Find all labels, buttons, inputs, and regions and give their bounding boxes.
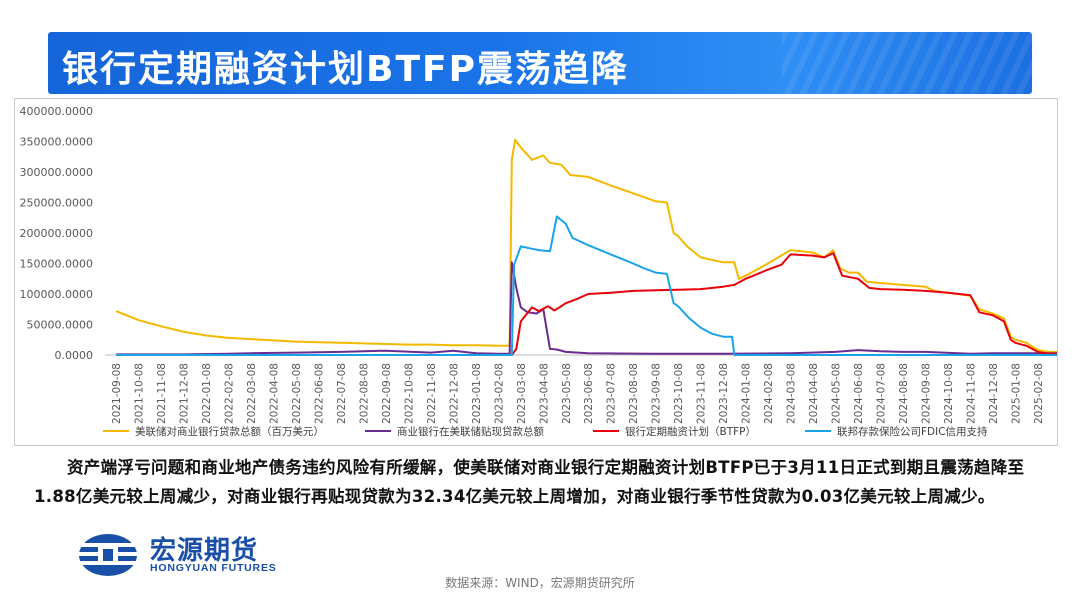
- x-tick-label: 2023-07-08: [606, 363, 618, 424]
- y-tick-label: 150000.0000: [20, 258, 93, 271]
- x-tick-label: 2021-09-08: [111, 363, 123, 424]
- x-tick-label: 2024-09-08: [920, 363, 932, 424]
- x-tick-label: 2023-05-08: [561, 363, 573, 424]
- x-tick-label: 2024-06-08: [853, 363, 865, 424]
- y-tick-label: 250000.0000: [20, 197, 93, 210]
- x-tick-label: 2023-09-08: [651, 363, 663, 424]
- x-tick-label: 2025-02-08: [1033, 363, 1045, 424]
- x-tick-label: 2022-07-08: [336, 363, 348, 424]
- y-tick-label: 100000.0000: [20, 288, 93, 301]
- y-tick-label: 0.0000: [55, 349, 94, 362]
- page-title: 银行定期融资计划BTFP震荡趋降: [62, 49, 629, 90]
- x-tick-label: 2023-01-08: [471, 363, 483, 424]
- x-tick-label: 2023-02-08: [493, 363, 505, 424]
- summary-paragraph: 资产端浮亏问题和商业地产债务违约风险有所缓解，使美联储对商业银行定期融资计划BT…: [34, 458, 1025, 506]
- x-tick-label: 2021-11-08: [156, 363, 168, 424]
- legend-label: 联邦存款保险公司FDIC信用支持: [837, 425, 988, 438]
- x-tick-label: 2024-08-08: [898, 363, 910, 424]
- y-tick-label: 300000.0000: [20, 166, 93, 179]
- x-tick-label: 2022-12-08: [448, 363, 460, 424]
- x-tick-label: 2025-01-08: [1010, 363, 1022, 424]
- x-tick-label: 2023-11-08: [696, 363, 708, 424]
- x-tick-label: 2024-03-08: [786, 363, 798, 424]
- x-tick-label: 2022-06-08: [314, 363, 326, 424]
- y-tick-label: 350000.0000: [20, 136, 93, 149]
- x-tick-label: 2022-11-08: [426, 363, 438, 424]
- x-tick-label: 2023-08-08: [628, 363, 640, 424]
- x-tick-label: 2021-12-08: [179, 363, 191, 424]
- legend-label: 商业银行在美联储贴现贷款总额: [397, 425, 544, 438]
- x-tick-label: 2023-12-08: [718, 363, 730, 424]
- x-tick-label: 2023-06-08: [583, 363, 595, 424]
- line-chart: 0.0000 50000.0000 100000.0000 150000.0000 20…: [20, 105, 1057, 438]
- x-tick-label: 2022-10-08: [403, 363, 415, 424]
- x-tick-label: 2024-11-08: [965, 363, 977, 424]
- x-tick-label: 2022-03-08: [246, 363, 258, 424]
- series-line-4: [116, 215, 1057, 356]
- x-tick-label: 2022-04-08: [269, 363, 281, 424]
- series-line-1: [115, 138, 1057, 353]
- logo-name: 宏源期货: [150, 536, 259, 566]
- x-tick-label: 2024-01-08: [741, 363, 753, 424]
- x-tick-label: 2022-01-08: [201, 363, 213, 424]
- legend-label: 银行定期融资计划（BTFP）: [625, 425, 756, 438]
- x-tick-label: 2024-04-08: [808, 363, 820, 424]
- company-logo: 宏源期货 HONGYUAN FUTURES: [78, 530, 308, 578]
- x-tick-label: 2024-07-08: [875, 363, 887, 424]
- series-line-2: [116, 261, 1057, 356]
- data-source-note: 数据来源：WIND，宏源期货研究所: [445, 576, 635, 590]
- x-tick-label: 2023-03-08: [516, 363, 528, 424]
- x-tick-label: 2022-08-08: [358, 363, 370, 424]
- y-tick-label: 400000.0000: [20, 105, 93, 118]
- series-line-3: [116, 252, 1057, 356]
- x-tick-label: 2023-04-08: [538, 363, 550, 424]
- x-tick-label: 2022-02-08: [224, 363, 236, 424]
- y-tick-label: 200000.0000: [20, 227, 93, 240]
- x-tick-label: 2021-10-08: [134, 363, 146, 424]
- x-tick-label: 2022-09-08: [381, 363, 393, 424]
- x-tick-label: 2022-05-08: [291, 363, 303, 424]
- x-tick-label: 2024-10-08: [943, 363, 955, 424]
- logo-english-name: HONGYUAN FUTURES: [150, 562, 277, 574]
- logo-emblem-icon: [79, 534, 137, 576]
- title-banner: 银行定期融资计划BTFP震荡趋降: [48, 32, 1032, 94]
- x-tick-label: 2024-05-08: [830, 363, 842, 424]
- legend-label: 美联储对商业银行贷款总额（百万美元）: [135, 425, 324, 438]
- x-tick-label: 2023-10-08: [673, 363, 685, 424]
- y-tick-label: 50000.0000: [27, 319, 93, 332]
- x-tick-label: 2024-02-08: [763, 363, 775, 424]
- chart-frame: 0.0000 50000.0000 100000.0000 150000.0000 20…: [14, 98, 1058, 446]
- banner-decoration: [782, 32, 1032, 94]
- x-tick-label: 2024-12-08: [988, 363, 1000, 424]
